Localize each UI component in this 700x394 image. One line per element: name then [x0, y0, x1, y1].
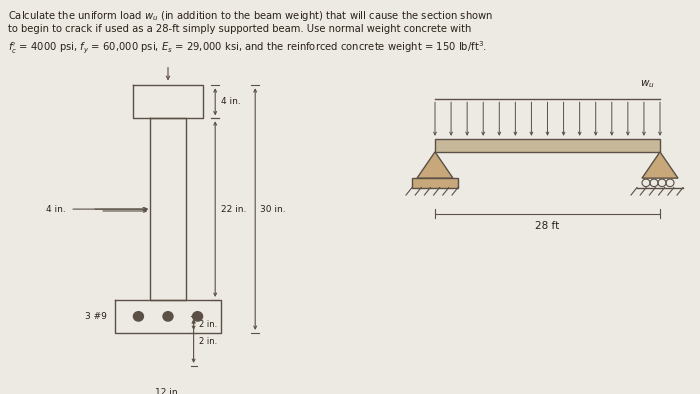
Text: 22 in.: 22 in. — [221, 204, 246, 214]
Text: $f_c^\prime$ = 4000 psi, $f_y$ = 60,000 psi, $E_s$ = 29,000 ksi, and the reinfor: $f_c^\prime$ = 4000 psi, $f_y$ = 60,000 … — [8, 39, 487, 56]
Bar — [435, 139, 660, 152]
Text: 3 #9: 3 #9 — [85, 312, 107, 321]
Text: 12 in.: 12 in. — [155, 388, 181, 394]
Circle shape — [134, 312, 143, 321]
Circle shape — [163, 312, 173, 321]
Text: $w_u$: $w_u$ — [640, 78, 655, 90]
Text: 2 in.: 2 in. — [199, 320, 217, 329]
Text: to begin to crack if used as a 28-ft simply supported beam. Use normal weight co: to begin to crack if used as a 28-ft sim… — [8, 24, 471, 34]
Polygon shape — [642, 152, 678, 178]
Text: 4 in.: 4 in. — [46, 204, 66, 214]
Text: 2 in.: 2 in. — [199, 336, 217, 346]
Text: 30 in.: 30 in. — [260, 204, 286, 214]
Text: 4 in.: 4 in. — [221, 97, 241, 106]
Polygon shape — [417, 152, 453, 178]
Text: Calculate the uniform load $w_u$ (in addition to the beam weight) that will caus: Calculate the uniform load $w_u$ (in add… — [8, 9, 493, 23]
Circle shape — [193, 312, 202, 321]
Text: 28 ft: 28 ft — [536, 221, 559, 231]
Bar — [412, 178, 458, 188]
